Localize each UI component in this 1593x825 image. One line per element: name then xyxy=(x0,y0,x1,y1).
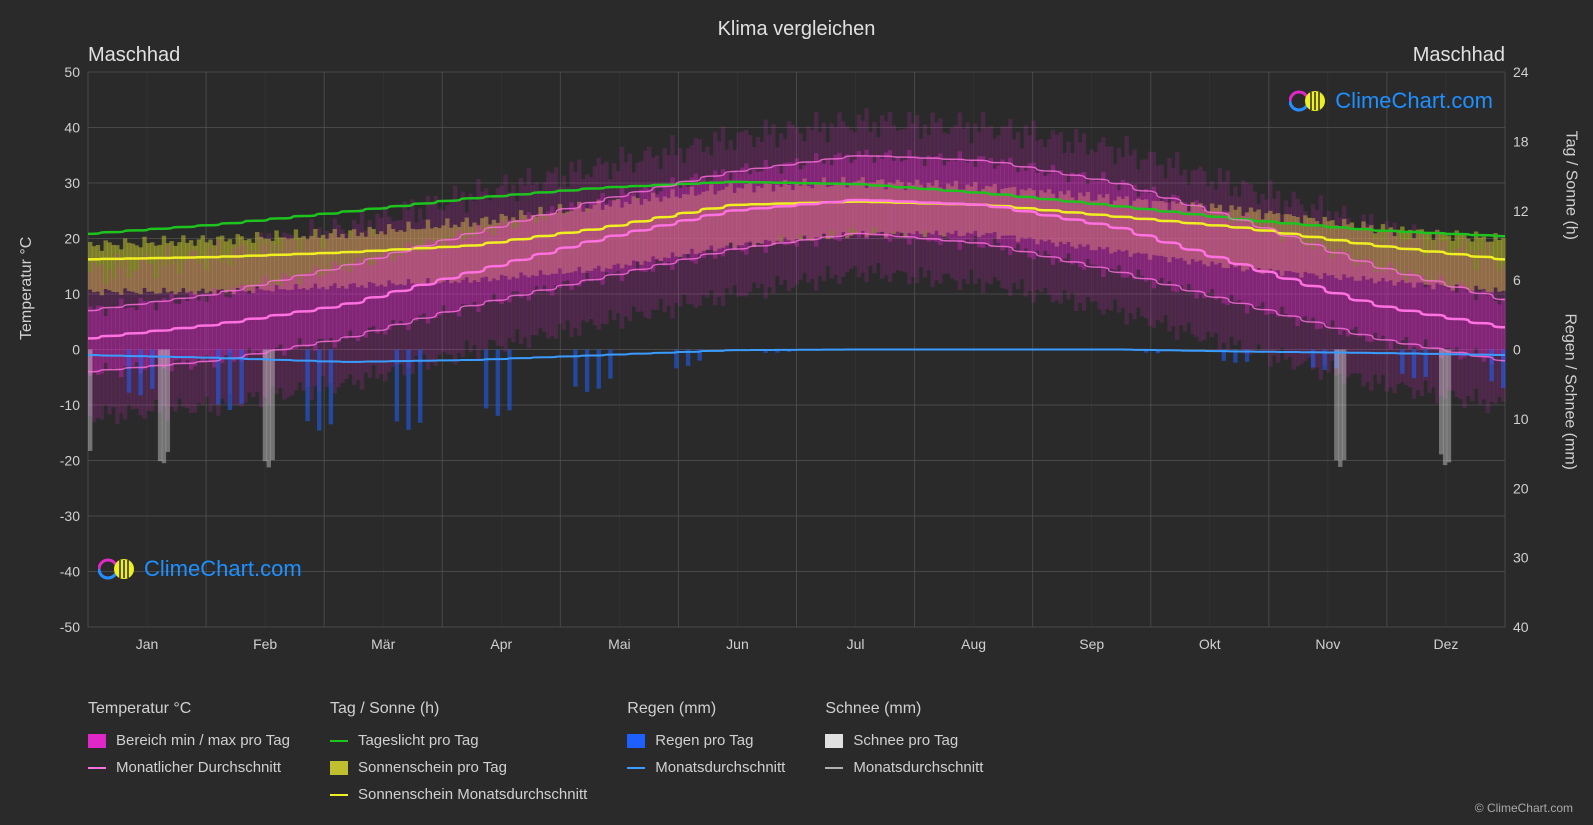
legend-swatch xyxy=(627,734,645,748)
legend-swatch xyxy=(330,794,348,796)
legend-item: Sonnenschein pro Tag xyxy=(330,759,587,776)
watermark-text: ClimeChart.com xyxy=(1335,88,1493,114)
svg-text:-20: -20 xyxy=(60,453,80,469)
watermark-bottom: ClimeChart.com xyxy=(98,556,302,582)
legend-item: Monatsdurchschnitt xyxy=(825,759,983,776)
plot-svg: 50403020100-10-20-30-40-5024181260102030… xyxy=(88,72,1505,627)
svg-text:Feb: Feb xyxy=(253,636,277,652)
legend-label: Sonnenschein pro Tag xyxy=(358,759,507,776)
svg-text:50: 50 xyxy=(64,64,80,80)
svg-text:0: 0 xyxy=(1513,342,1521,358)
legend-swatch xyxy=(330,761,348,775)
svg-text:10: 10 xyxy=(1513,411,1529,427)
svg-text:Jun: Jun xyxy=(726,636,749,652)
legend-label: Monatsdurchschnitt xyxy=(655,759,785,776)
climechart-icon xyxy=(1289,89,1329,113)
svg-text:20: 20 xyxy=(64,231,80,247)
legend-heading: Regen (mm) xyxy=(627,700,785,718)
svg-text:12: 12 xyxy=(1513,203,1529,219)
legend-column: Regen (mm) Regen pro Tag Monatsdurchschnit… xyxy=(627,700,785,803)
legend-column: Temperatur °C Bereich min / max pro Tag Mo… xyxy=(88,700,290,803)
climechart-icon xyxy=(98,557,138,581)
svg-text:Apr: Apr xyxy=(490,636,512,652)
plot-area: 50403020100-10-20-30-40-5024181260102030… xyxy=(88,72,1505,627)
legend-item: Regen pro Tag xyxy=(627,732,785,749)
legend-item: Bereich min / max pro Tag xyxy=(88,732,290,749)
svg-text:Sep: Sep xyxy=(1079,636,1104,652)
location-label-left: Maschhad xyxy=(88,44,180,67)
chart-title: Klima vergleichen xyxy=(0,0,1593,41)
svg-text:Dez: Dez xyxy=(1434,636,1459,652)
svg-text:Nov: Nov xyxy=(1315,636,1340,652)
svg-text:Okt: Okt xyxy=(1199,636,1221,652)
legend-item: Monatsdurchschnitt xyxy=(627,759,785,776)
copyright: © ClimeChart.com xyxy=(1475,801,1573,815)
svg-text:40: 40 xyxy=(64,120,80,136)
svg-text:6: 6 xyxy=(1513,272,1521,288)
legend-item: Schnee pro Tag xyxy=(825,732,983,749)
legend-label: Bereich min / max pro Tag xyxy=(116,732,290,749)
legend-label: Tageslicht pro Tag xyxy=(358,732,479,749)
legend: Temperatur °C Bereich min / max pro Tag Mo… xyxy=(88,700,1505,803)
svg-text:18: 18 xyxy=(1513,133,1529,149)
legend-column: Schnee (mm) Schnee pro Tag Monatsdurchschn… xyxy=(825,700,983,803)
legend-swatch xyxy=(330,740,348,742)
svg-text:-10: -10 xyxy=(60,397,80,413)
legend-label: Sonnenschein Monatsdurchschnitt xyxy=(358,786,587,803)
svg-text:-30: -30 xyxy=(60,508,80,524)
y-axis-right-bottom-label: Regen / Schnee (mm) xyxy=(1561,313,1579,470)
svg-text:Mai: Mai xyxy=(608,636,631,652)
legend-label: Monatsdurchschnitt xyxy=(853,759,983,776)
legend-heading: Schnee (mm) xyxy=(825,700,983,718)
svg-text:40: 40 xyxy=(1513,619,1529,635)
svg-text:Jul: Jul xyxy=(847,636,865,652)
svg-text:30: 30 xyxy=(1513,550,1529,566)
legend-item: Tageslicht pro Tag xyxy=(330,732,587,749)
legend-label: Schnee pro Tag xyxy=(853,732,958,749)
legend-label: Regen pro Tag xyxy=(655,732,753,749)
legend-column: Tag / Sonne (h) Tageslicht pro Tag Sonnens… xyxy=(330,700,587,803)
legend-swatch xyxy=(88,767,106,769)
climate-chart: Klima vergleichen Maschhad Maschhad Temp… xyxy=(0,0,1593,825)
svg-text:-40: -40 xyxy=(60,564,80,580)
location-label-right: Maschhad xyxy=(1413,44,1505,67)
legend-heading: Temperatur °C xyxy=(88,700,290,718)
watermark-text: ClimeChart.com xyxy=(144,556,302,582)
y-axis-right-top-label: Tag / Sonne (h) xyxy=(1561,131,1579,240)
svg-text:Mär: Mär xyxy=(371,636,395,652)
legend-heading: Tag / Sonne (h) xyxy=(330,700,587,718)
svg-text:20: 20 xyxy=(1513,480,1529,496)
svg-text:24: 24 xyxy=(1513,64,1529,80)
svg-text:Aug: Aug xyxy=(961,636,986,652)
svg-text:0: 0 xyxy=(72,342,80,358)
watermark-top: ClimeChart.com xyxy=(1289,88,1493,114)
y-axis-left-label: Temperatur °C xyxy=(18,237,36,340)
svg-text:Jan: Jan xyxy=(136,636,159,652)
legend-swatch xyxy=(825,734,843,748)
svg-text:-50: -50 xyxy=(60,619,80,635)
legend-item: Monatlicher Durchschnitt xyxy=(88,759,290,776)
legend-swatch xyxy=(825,767,843,769)
svg-text:30: 30 xyxy=(64,175,80,191)
legend-label: Monatlicher Durchschnitt xyxy=(116,759,281,776)
legend-swatch xyxy=(627,767,645,769)
legend-item: Sonnenschein Monatsdurchschnitt xyxy=(330,786,587,803)
svg-text:10: 10 xyxy=(64,286,80,302)
legend-swatch xyxy=(88,734,106,748)
